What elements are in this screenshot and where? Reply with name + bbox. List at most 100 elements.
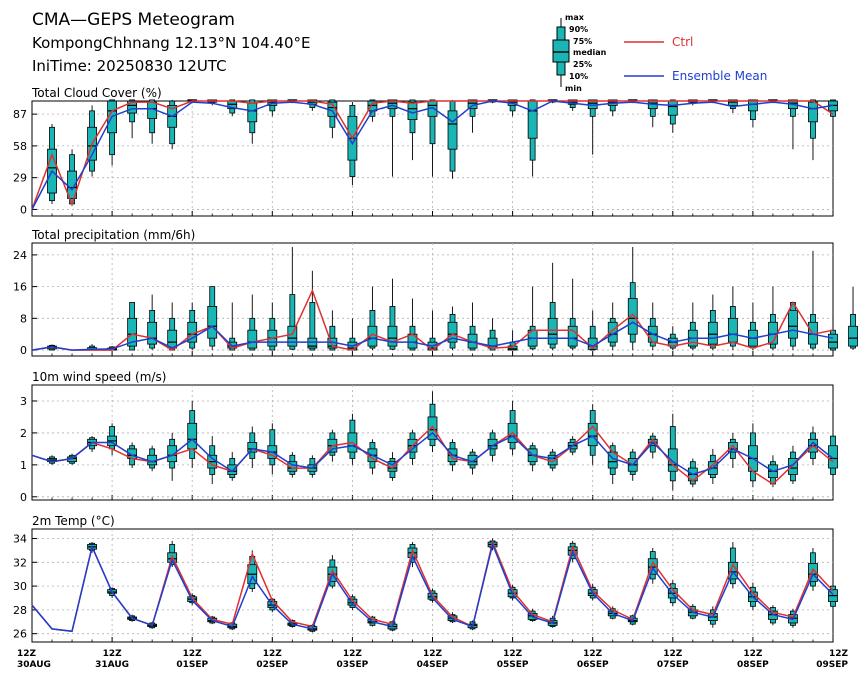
y-tick-label: 1 xyxy=(20,459,27,472)
y-tick-label: 58 xyxy=(13,140,27,153)
x-tick-hour: 12Z xyxy=(503,649,523,659)
ensemble-box xyxy=(447,99,458,179)
x-tick-hour: 12Z xyxy=(17,649,37,659)
box-inner xyxy=(247,102,258,123)
box-inner xyxy=(287,325,298,347)
box-inner xyxy=(547,317,558,345)
box-inner xyxy=(828,445,838,469)
ensemble-box xyxy=(167,302,178,351)
x-tick-date: 31AUG xyxy=(95,660,129,670)
box-inner xyxy=(587,422,598,447)
box-outer xyxy=(309,302,316,351)
y-tick-label: 3 xyxy=(20,395,27,408)
ensemble-box xyxy=(247,99,258,144)
y-tick-label: 32 xyxy=(13,556,27,569)
mean-legend-label: Ensemble Mean xyxy=(672,69,767,83)
y-tick-label: 29 xyxy=(13,172,27,185)
x-tick-hour: 12Z xyxy=(663,649,683,659)
box-inner xyxy=(667,100,678,116)
ensemble-box xyxy=(788,302,798,351)
box-inner xyxy=(447,110,458,150)
x-tick-hour: 12Z xyxy=(829,649,849,659)
mean-line xyxy=(31,100,834,210)
box-inner xyxy=(727,442,738,453)
box-inner xyxy=(707,321,718,345)
ensemble-box xyxy=(828,432,838,481)
ensemble-box xyxy=(147,99,158,144)
box-outer xyxy=(289,294,296,350)
box-inner xyxy=(247,329,258,349)
y-tick-label: 16 xyxy=(13,281,27,294)
ensemble-box xyxy=(187,400,198,469)
box-inner xyxy=(407,101,418,121)
panel-0: Total Cloud Cover (%) 0 29 58 87 xyxy=(13,86,838,217)
box-inner xyxy=(567,325,578,347)
panels: Total Cloud Cover (%) 0 29 58 87 Total precip… xyxy=(13,86,858,643)
ensemble-box xyxy=(828,99,838,122)
box-inner xyxy=(187,422,198,450)
location-label: KompongChhnang 12.13°N 104.40°E xyxy=(32,34,310,52)
box-legend: max 90% 75% median 25% 10% min xyxy=(552,13,607,93)
box-inner xyxy=(527,100,538,139)
ensemble-box xyxy=(848,286,858,351)
box-outer xyxy=(429,99,436,145)
x-tick-hour: 12Z xyxy=(343,649,363,659)
ensemble-box xyxy=(727,286,738,351)
ensemble-box xyxy=(587,404,598,465)
box-inner xyxy=(167,329,178,349)
ensemble-box xyxy=(427,99,438,177)
y-tick-label: 87 xyxy=(13,108,27,121)
ensemble-box xyxy=(267,302,278,351)
ensemble-box xyxy=(147,294,158,351)
ensemble-box xyxy=(127,99,138,139)
box-inner xyxy=(427,416,438,440)
x-tick-date: 30AUG xyxy=(17,660,51,670)
box-inner xyxy=(307,337,318,349)
ensemble-box xyxy=(447,306,458,351)
ensemble-box xyxy=(748,423,758,488)
box-legend-max: max xyxy=(565,13,585,22)
mean-line xyxy=(31,431,834,476)
x-tick-date: 02SEP xyxy=(256,660,288,670)
ensemble-box xyxy=(147,445,158,472)
x-tick-hour: 12Z xyxy=(183,649,203,659)
ensemble-box xyxy=(547,262,558,351)
ensemble-box xyxy=(367,286,378,351)
chart-title: CMA—GEPS Meteogram xyxy=(32,10,235,30)
ensemble-box xyxy=(407,99,418,161)
box-inner xyxy=(387,325,398,347)
y-tick-label: 8 xyxy=(20,312,27,325)
box-inner xyxy=(727,317,738,343)
ensemble-box xyxy=(387,278,398,351)
box-inner xyxy=(788,310,798,339)
box-legend-median-label: median xyxy=(573,48,607,57)
ctrl-legend-label: Ctrl xyxy=(672,35,693,49)
mean-line xyxy=(31,542,834,633)
box-inner xyxy=(207,306,218,339)
x-tick-date: 09SEP xyxy=(816,660,848,670)
x-tick-hour: 12Z xyxy=(263,649,283,659)
x-tick-date: 01SEP xyxy=(176,660,208,670)
ensemble-box xyxy=(748,302,758,351)
box-inner xyxy=(247,442,258,453)
ensemble-box xyxy=(808,99,818,161)
box-legend-p75: 75% xyxy=(573,37,592,46)
x-tick-date: 07SEP xyxy=(657,660,689,670)
x-axis-labels: 12Z30AUG12Z31AUG12Z01SEP12Z02SEP12Z03SEP… xyxy=(17,649,848,670)
x-tick-date: 08SEP xyxy=(737,660,769,670)
ensemble-box xyxy=(467,99,478,133)
box-inner xyxy=(828,333,838,349)
y-tick-label: 28 xyxy=(13,604,27,617)
panel-title: Total precipitation (mm/6h) xyxy=(31,228,195,242)
ensemble-box xyxy=(727,99,738,114)
x-tick-hour: 12Z xyxy=(423,649,443,659)
ensemble-box xyxy=(707,294,718,351)
box-legend-p10: 10% xyxy=(569,72,588,81)
box-inner xyxy=(147,321,158,345)
x-tick-hour: 12Z xyxy=(583,649,603,659)
panel-title: 10m wind speed (m/s) xyxy=(32,370,166,384)
y-tick-label: 0 xyxy=(20,491,27,504)
box-legend-min: min xyxy=(565,84,582,93)
y-tick-label: 34 xyxy=(13,533,27,546)
box-legend-p90: 90% xyxy=(569,25,588,34)
